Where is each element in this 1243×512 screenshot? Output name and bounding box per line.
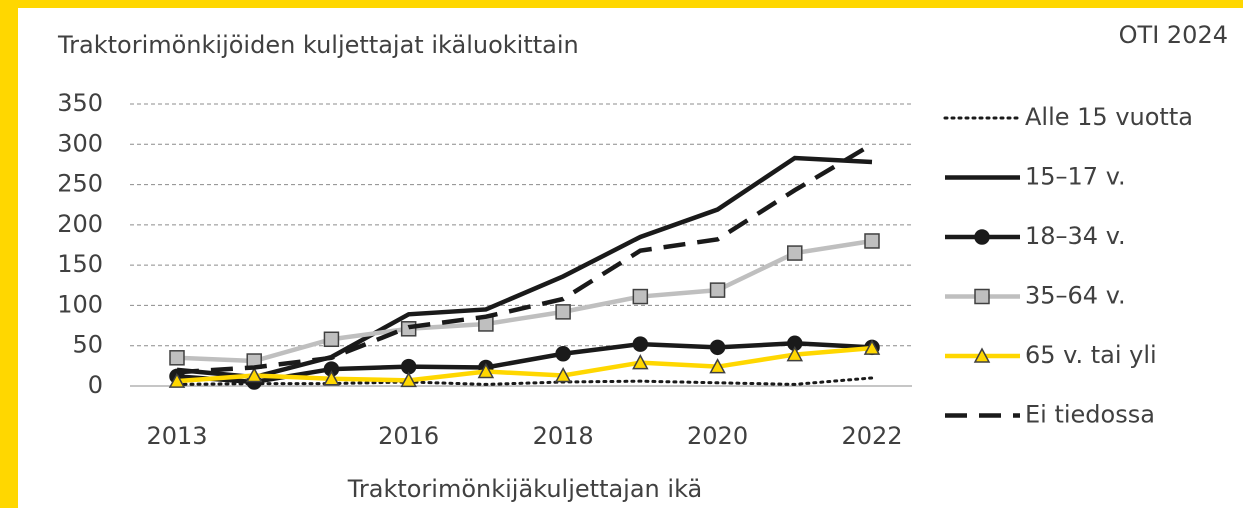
point xyxy=(245,366,263,383)
x-tick-label: 2022 xyxy=(841,422,902,450)
point xyxy=(974,288,990,305)
x-tick-label: 2020 xyxy=(687,422,748,450)
chart-title: Traktorimönkijöiden kuljettajat ikäluoki… xyxy=(57,31,579,59)
legend-label: Ei tiedossa xyxy=(1025,401,1155,429)
point xyxy=(323,331,340,348)
x-tick-label: 2013 xyxy=(146,422,207,450)
y-tick-label: 200 xyxy=(57,210,103,238)
point xyxy=(554,366,572,383)
series-line xyxy=(176,238,873,364)
y-tick-label: 50 xyxy=(72,331,103,359)
y-tick-label: 250 xyxy=(57,170,103,198)
series-line xyxy=(176,345,873,384)
point xyxy=(974,229,990,245)
point xyxy=(632,354,649,370)
point xyxy=(787,245,803,261)
y-tick-label: 0 xyxy=(88,371,103,399)
point xyxy=(632,336,649,352)
point xyxy=(400,321,417,337)
point xyxy=(864,233,880,249)
legend-label: Alle 15 vuotta xyxy=(1025,103,1193,131)
point xyxy=(555,304,571,320)
series-line xyxy=(176,142,874,375)
point xyxy=(709,282,726,298)
x-axis-title: Traktorimönkijäkuljettajan ikä xyxy=(347,475,703,503)
point xyxy=(477,362,495,379)
x-tick-label: 2016 xyxy=(378,422,439,450)
panel xyxy=(18,8,1243,508)
point xyxy=(863,339,881,355)
y-tick-label: 350 xyxy=(57,89,103,117)
point xyxy=(632,288,649,305)
point xyxy=(786,345,804,362)
point xyxy=(400,371,417,388)
point xyxy=(400,358,417,375)
legend-label: 35–64 v. xyxy=(1025,282,1126,310)
legend-label: 18–34 v. xyxy=(1025,222,1126,250)
source: OTI 2024 xyxy=(1119,21,1228,49)
point xyxy=(169,350,185,366)
y-tick-label: 300 xyxy=(57,129,103,157)
point xyxy=(168,372,186,388)
legend-label: 15–17 v. xyxy=(1025,163,1126,191)
point xyxy=(555,346,571,362)
point xyxy=(973,347,991,363)
legend-label: 65 v. tai yli xyxy=(1025,341,1157,369)
point xyxy=(323,370,340,386)
y-tick-label: 100 xyxy=(57,290,103,318)
x-tick-label: 2018 xyxy=(533,422,594,450)
y-tick-label: 150 xyxy=(57,250,103,278)
point xyxy=(709,339,726,356)
series-line xyxy=(176,155,873,380)
point xyxy=(709,358,726,374)
